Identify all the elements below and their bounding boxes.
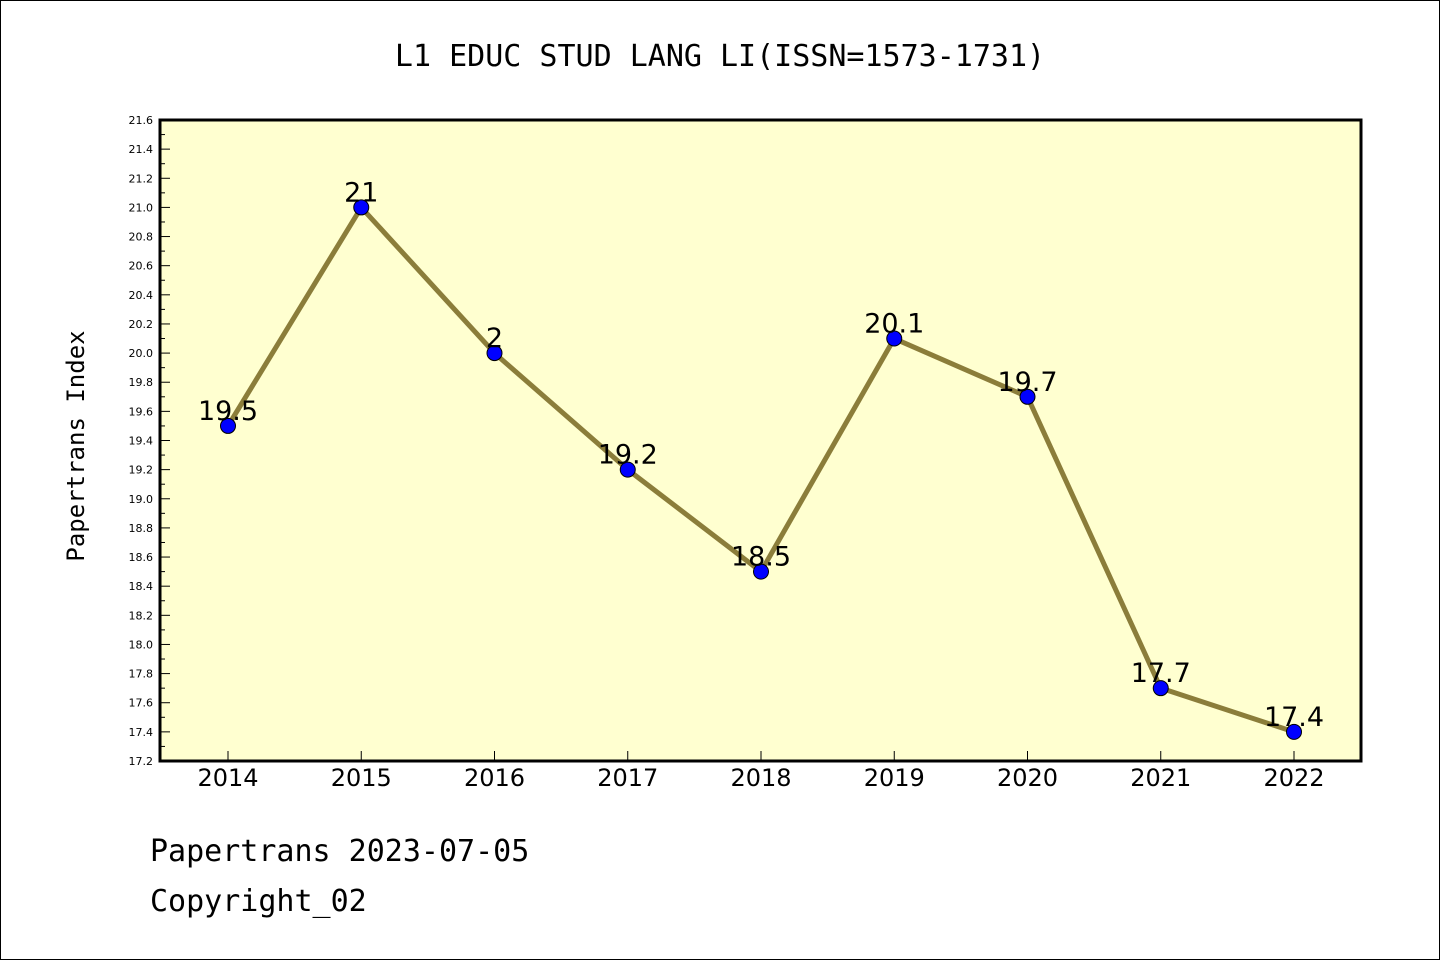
- y-tick-label: 17.4: [129, 726, 154, 739]
- footer-date: Papertrans 2023-07-05: [150, 834, 530, 869]
- y-tick-label: 21.6: [129, 114, 154, 127]
- y-tick-label: 18.0: [129, 638, 154, 651]
- y-tick-label: 18.2: [129, 609, 154, 622]
- chart-title: L1 EDUC STUD LANG LI(ISSN=1573-1731): [395, 39, 1045, 74]
- y-tick-label: 21.2: [129, 172, 154, 185]
- data-point: [1286, 723, 1302, 740]
- y-axis-label: Papertrans Index: [62, 330, 90, 561]
- data-label: 19.7: [997, 367, 1057, 398]
- series-line: [220, 199, 1302, 740]
- data-label: 20.1: [864, 309, 924, 340]
- data-point: [1152, 680, 1169, 697]
- data-label: 19.2: [598, 440, 658, 471]
- y-tick-label: 21.4: [129, 143, 154, 156]
- y-tick-label: 20.4: [129, 289, 154, 302]
- x-tick-label: 2014: [197, 764, 258, 792]
- x-tick-label: 2017: [597, 764, 658, 792]
- data-point: [220, 417, 236, 434]
- x-tick-label: 2020: [997, 764, 1058, 792]
- data-label: 18.5: [731, 542, 791, 573]
- x-tick-label: 2016: [464, 764, 525, 792]
- x-tick-label: 2019: [864, 764, 925, 792]
- data-point: [753, 563, 769, 580]
- y-tick-label: 20.0: [129, 347, 154, 360]
- y-tick-label: 19.2: [129, 464, 154, 477]
- data-point: [1019, 388, 1036, 405]
- y-axis: 17.2 17.4 17.6 17.8 18.0 18.2 18.4 18.6 18.8 19.0…: [129, 114, 170, 768]
- y-tick-label: 20.8: [129, 231, 154, 244]
- y-tick-label: 21.0: [129, 201, 154, 214]
- data-label: 17.4: [1264, 702, 1324, 733]
- y-tick-label: 19.0: [129, 493, 154, 506]
- y-tick-label: 19.8: [129, 376, 154, 389]
- x-tick-label: 2015: [331, 764, 392, 792]
- y-tick-label: 18.4: [129, 580, 154, 593]
- x-tick-label: 2018: [730, 764, 791, 792]
- data-point: [619, 461, 636, 478]
- plot-area: [158, 118, 1363, 763]
- y-tick-label: 20.6: [129, 260, 154, 273]
- y-tick-label: 19.6: [129, 405, 154, 418]
- footer-copyright: Copyright_02: [150, 884, 367, 919]
- data-point: [486, 345, 503, 362]
- data-point: [886, 330, 903, 347]
- data-labels: 19.5 21 2 19.2 18.5 20.1 19.7 17.7 17.4: [198, 177, 1324, 732]
- data-label: 2: [486, 323, 503, 354]
- data-label: 17.7: [1131, 658, 1191, 689]
- x-axis: 2014 2015 2016 2017 2018 2019 2020 2021 2022: [197, 751, 1325, 792]
- data-label: 21: [344, 177, 378, 208]
- y-tick-label: 19.4: [129, 435, 154, 448]
- data-point: [353, 199, 370, 216]
- y-tick-label: 17.6: [129, 697, 154, 710]
- x-tick-label: 2021: [1130, 764, 1191, 792]
- y-tick-label: 18.6: [129, 551, 154, 564]
- y-tick-label: 17.8: [129, 668, 154, 681]
- x-tick-label: 2022: [1263, 764, 1324, 792]
- y-tick-label: 18.8: [129, 522, 154, 535]
- data-label: 19.5: [198, 396, 258, 427]
- y-tick-label: 17.2: [129, 755, 154, 768]
- y-tick-label: 20.2: [129, 318, 154, 331]
